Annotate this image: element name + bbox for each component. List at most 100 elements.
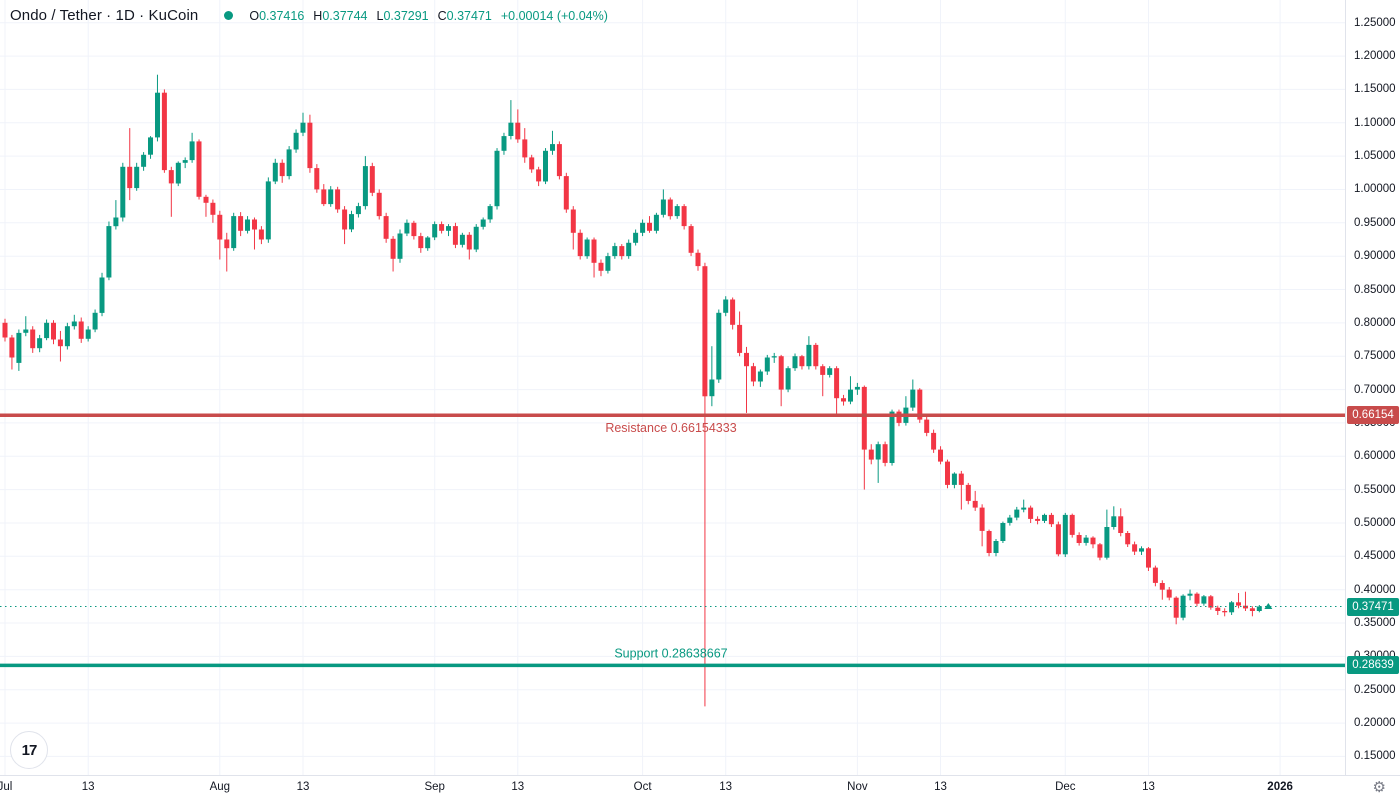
candle[interactable]: [1076, 532, 1082, 546]
candle[interactable]: [210, 199, 216, 223]
candle[interactable]: [563, 172, 569, 213]
candle[interactable]: [522, 128, 528, 163]
candle[interactable]: [141, 152, 147, 171]
candle[interactable]: [556, 141, 562, 180]
candle[interactable]: [889, 409, 895, 466]
candle[interactable]: [1208, 595, 1214, 610]
candle[interactable]: [827, 366, 833, 378]
candle[interactable]: [757, 369, 763, 387]
candle[interactable]: [771, 352, 777, 363]
candle[interactable]: [1118, 508, 1124, 537]
candle[interactable]: [570, 206, 576, 250]
candle[interactable]: [806, 336, 812, 370]
candle[interactable]: [778, 354, 784, 407]
candle[interactable]: [647, 216, 652, 233]
candle[interactable]: [286, 146, 292, 180]
candle[interactable]: [335, 186, 341, 213]
candle[interactable]: [813, 342, 819, 370]
candle[interactable]: [349, 210, 354, 233]
candle[interactable]: [1007, 514, 1013, 526]
candle[interactable]: [619, 244, 625, 260]
candle[interactable]: [1028, 505, 1034, 523]
candle[interactable]: [120, 162, 126, 222]
gear-icon[interactable]: ⚙: [1372, 779, 1386, 796]
candle[interactable]: [799, 354, 805, 370]
candle[interactable]: [1125, 531, 1131, 547]
candle[interactable]: [660, 189, 666, 218]
candle[interactable]: [1180, 594, 1186, 621]
candle[interactable]: [861, 385, 867, 490]
candle[interactable]: [598, 259, 604, 277]
candle[interactable]: [231, 212, 237, 251]
candle[interactable]: [397, 229, 403, 263]
candle[interactable]: [1139, 546, 1144, 555]
candle[interactable]: [681, 204, 687, 230]
candle[interactable]: [37, 334, 43, 353]
candle[interactable]: [51, 320, 56, 345]
candle[interactable]: [965, 482, 971, 505]
candle[interactable]: [626, 239, 632, 259]
candle[interactable]: [1173, 596, 1179, 625]
candlestick-chart[interactable]: Resistance 0.66154333 Support 0.28638667: [0, 0, 1345, 775]
candle[interactable]: [972, 490, 978, 511]
candle[interactable]: [709, 346, 715, 407]
candle[interactable]: [494, 148, 500, 210]
candle[interactable]: [695, 249, 701, 271]
candle[interactable]: [155, 74, 160, 142]
candle[interactable]: [702, 262, 708, 707]
candle[interactable]: [1104, 509, 1110, 560]
candle[interactable]: [1159, 580, 1165, 600]
candle[interactable]: [882, 441, 888, 467]
candle[interactable]: [896, 409, 902, 427]
candle[interactable]: [515, 109, 521, 143]
candle[interactable]: [910, 379, 916, 411]
candle[interactable]: [688, 224, 694, 257]
candle[interactable]: [92, 309, 98, 333]
candle[interactable]: [1229, 601, 1235, 615]
price-axis[interactable]: 1.25000 1.20000 1.15000 1.10000 1.05000 1.000…: [1345, 0, 1400, 775]
candle[interactable]: [487, 204, 493, 223]
candle[interactable]: [931, 429, 937, 453]
candle[interactable]: [1097, 543, 1103, 561]
candle[interactable]: [841, 394, 846, 406]
candle[interactable]: [744, 346, 749, 413]
candle[interactable]: [432, 221, 438, 241]
candle[interactable]: [820, 364, 826, 397]
candle[interactable]: [182, 157, 188, 169]
candle[interactable]: [23, 316, 29, 337]
candle[interactable]: [1215, 605, 1221, 615]
candle[interactable]: [591, 237, 597, 278]
candle[interactable]: [390, 236, 396, 272]
candle[interactable]: [189, 132, 195, 163]
candle[interactable]: [674, 204, 680, 219]
candle[interactable]: [418, 232, 424, 253]
candle[interactable]: [543, 148, 548, 185]
candle[interactable]: [917, 388, 923, 423]
candle[interactable]: [161, 89, 167, 173]
candle[interactable]: [44, 319, 50, 341]
candle[interactable]: [57, 330, 63, 362]
candle[interactable]: [951, 472, 957, 489]
candle[interactable]: [2, 318, 8, 342]
candle[interactable]: [979, 504, 985, 547]
candle[interactable]: [252, 217, 257, 250]
candle[interactable]: [1249, 606, 1255, 617]
candle[interactable]: [723, 296, 729, 317]
candle[interactable]: [1014, 506, 1020, 521]
candle[interactable]: [376, 189, 382, 220]
candle[interactable]: [134, 162, 140, 191]
candle[interactable]: [633, 229, 639, 246]
candle[interactable]: [1090, 536, 1096, 549]
candle[interactable]: [439, 221, 445, 234]
candle[interactable]: [584, 237, 590, 259]
candle[interactable]: [78, 317, 84, 343]
candle[interactable]: [1152, 565, 1158, 587]
candle[interactable]: [848, 376, 853, 405]
candle[interactable]: [307, 114, 313, 173]
candle[interactable]: [224, 232, 230, 272]
candle[interactable]: [785, 366, 791, 393]
candle[interactable]: [986, 529, 992, 557]
candle[interactable]: [9, 334, 15, 370]
support-label[interactable]: Support 0.28638667: [614, 646, 727, 660]
candle[interactable]: [425, 236, 431, 251]
